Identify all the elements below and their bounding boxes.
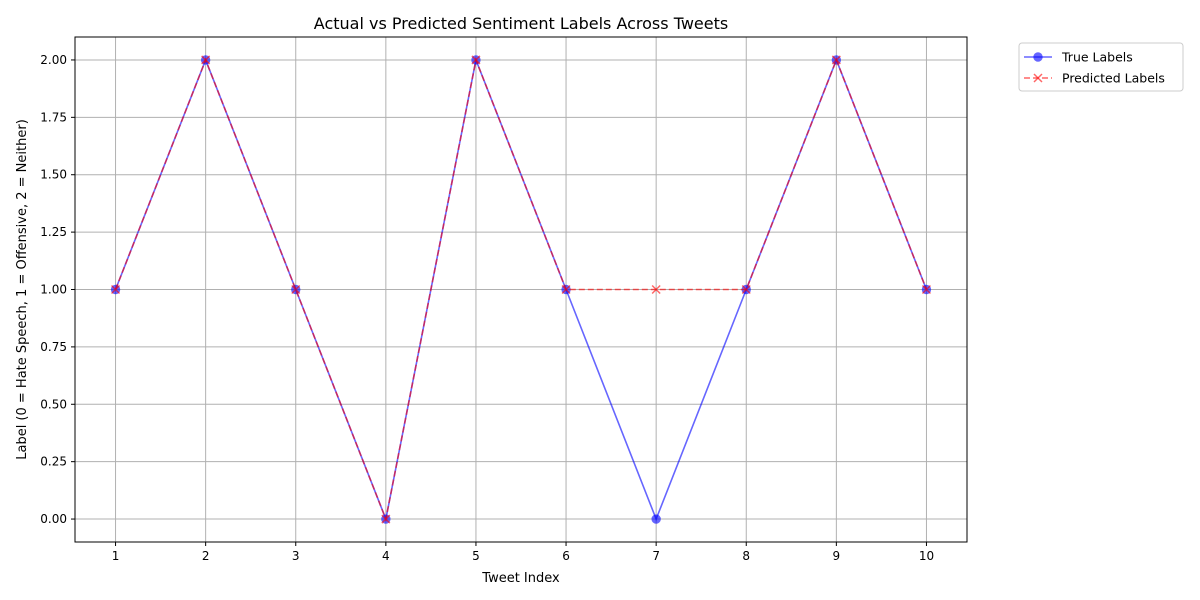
y-tick-label: 1.75 [40,110,67,124]
y-tick-label: 1.50 [40,168,67,182]
data-point [561,284,571,295]
x-tick-label: 6 [562,549,570,563]
x-axis-ticks: 1 2 3 4 5 6 7 8 9 10 [112,542,934,563]
y-tick-label: 0.00 [40,512,67,526]
data-point [741,284,751,295]
data-point [201,55,211,65]
y-axis-label: Label (0 = Hate Speech, 1 = Offensive, 2… [15,119,30,460]
x-tick-label: 9 [833,549,841,563]
data-point [291,284,301,295]
legend-entry: True Labels [1024,50,1133,65]
legend-label: True Labels [1061,50,1133,65]
y-tick-label: 1.00 [40,283,67,297]
y-tick-label: 0.50 [40,397,67,411]
legend-box [1018,42,1184,92]
data-point [831,55,841,65]
x-tick-label: 2 [202,549,210,563]
legend-label: Predicted Labels [1062,71,1165,86]
legend-entry: Predicted Labels [1024,71,1165,86]
data-point [651,284,661,295]
y-axis-ticks: 0.00 0.25 0.50 0.75 1.00 1.25 1.50 1.75 2.00 [40,53,75,526]
x-tick-label: 4 [382,549,390,563]
chart-title: Actual vs Predicted Sentiment Labels Acr… [314,14,728,33]
x-tick-label: 5 [472,549,480,563]
data-point [651,514,661,524]
series-2 [111,55,931,524]
x-tick-label: 8 [742,549,750,563]
y-tick-label: 0.25 [40,455,67,469]
x-tick-label: 10 [919,549,934,563]
x-tick-label: 3 [292,549,300,563]
x-tick-label: 7 [652,549,660,563]
y-tick-label: 1.25 [40,225,67,239]
y-tick-label: 0.75 [40,340,67,354]
x-axis-label: Tweet Index [481,571,560,586]
legend-marker [1033,52,1043,62]
data-point [111,284,121,295]
series-line [114,57,928,522]
legend: True Labels Predicted Labels [1018,42,1184,92]
x-tick-label: 1 [112,549,120,563]
legend-marker [1033,73,1043,83]
data-point [381,514,391,524]
y-tick-label: 2.00 [40,53,67,67]
data-point [471,55,481,65]
data-point [921,284,931,295]
data-series [110,55,932,524]
